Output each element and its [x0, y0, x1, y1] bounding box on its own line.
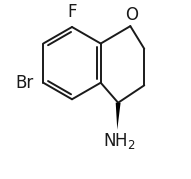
- Polygon shape: [116, 103, 121, 130]
- Text: NH$_2$: NH$_2$: [103, 131, 135, 151]
- Text: F: F: [67, 3, 77, 21]
- Text: O: O: [125, 6, 138, 24]
- Text: Br: Br: [16, 74, 34, 92]
